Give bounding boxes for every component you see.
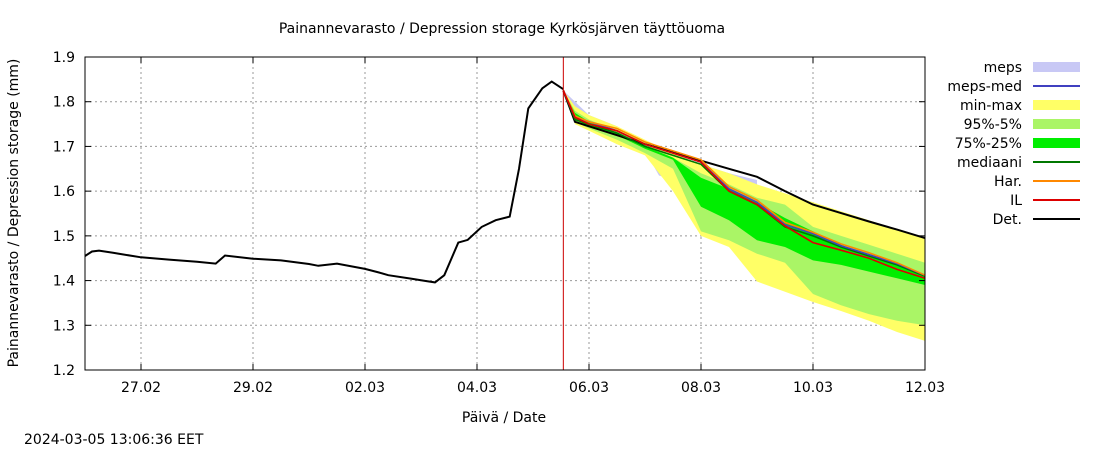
- legend-swatch: [1033, 62, 1080, 72]
- line-det-: [562, 90, 926, 240]
- legend-label: IL: [1010, 193, 1022, 209]
- x-tick-label: 04.03: [457, 380, 497, 396]
- y-ticks: 1.2 1.3 1.4 1.5 1.6 1.7 1.8 1.9: [53, 50, 925, 379]
- legend-label: min-max: [960, 98, 1022, 114]
- x-axis-label: Päivä / Date: [462, 410, 546, 426]
- line-har-: [562, 90, 926, 276]
- y-tick-label: 1.9: [53, 50, 75, 66]
- y-axis-label: Painannevarasto / Depression storage (mm…: [6, 59, 22, 368]
- y-tick-label: 1.4: [53, 274, 75, 290]
- legend: meps meps-med min-max 95%-5% 75%-25% mediaani…: [947, 60, 1080, 228]
- legend-label: 95%-5%: [964, 117, 1022, 133]
- legend-swatch: [1033, 138, 1080, 148]
- x-tick-label: 06.03: [569, 380, 609, 396]
- line-il: [562, 90, 926, 280]
- timestamp: 2024-03-05 13:06:36 EET: [24, 432, 204, 448]
- legend-swatch: [1033, 100, 1080, 110]
- legend-label: 75%-25%: [955, 136, 1022, 152]
- chart-title: Painannevarasto / Depression storage Kyr…: [279, 21, 725, 37]
- x-tick-label: 10.03: [793, 380, 833, 396]
- x-ticks: 27.02 29.02 02.03 04.03 06.03 08.03 10.03 12.03: [121, 57, 945, 396]
- legend-label: Det.: [993, 212, 1022, 228]
- y-tick-label: 1.6: [53, 184, 75, 200]
- line-observed: [84, 80, 564, 284]
- y-tick-label: 1.5: [53, 229, 75, 245]
- x-tick-label: 02.03: [345, 380, 385, 396]
- x-tick-label: 27.02: [121, 380, 161, 396]
- y-tick-label: 1.3: [53, 318, 75, 334]
- y-tick-label: 1.2: [53, 363, 75, 379]
- x-tick-label: 08.03: [681, 380, 721, 396]
- legend-label: mediaani: [957, 155, 1022, 171]
- legend-label: meps: [984, 60, 1022, 76]
- x-tick-label: 12.03: [905, 380, 945, 396]
- legend-swatch: [1033, 119, 1080, 129]
- series-lines: [84, 80, 926, 284]
- x-tick-label: 29.02: [233, 380, 273, 396]
- y-tick-label: 1.8: [53, 95, 75, 111]
- legend-label: Har.: [994, 174, 1022, 190]
- plot-frame: [84, 56, 926, 371]
- y-tick-label: 1.7: [53, 139, 75, 155]
- legend-label: meps-med: [947, 79, 1022, 95]
